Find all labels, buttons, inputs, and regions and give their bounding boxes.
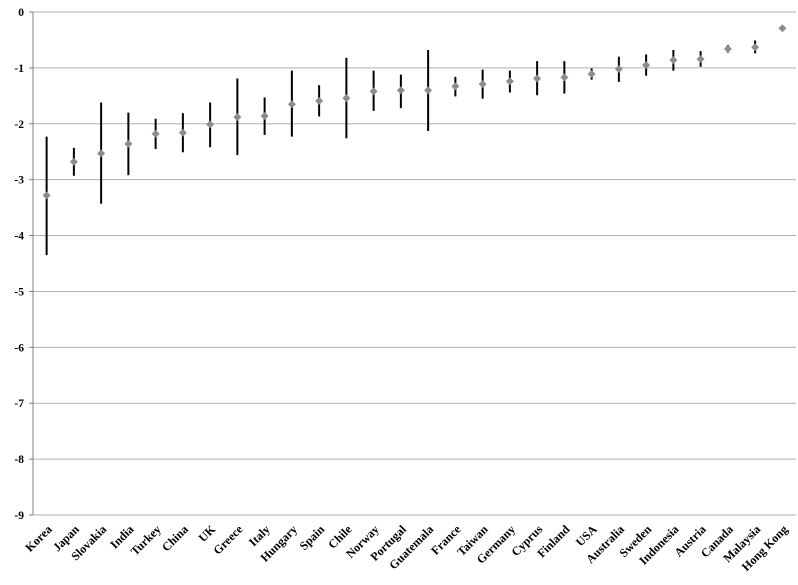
y-tick-labels: 0 -1 -2 -3 -4 -5 -6 -7 -8 -9	[14, 7, 24, 522]
data-point	[69, 157, 78, 166]
category-label: Korea	[22, 522, 54, 554]
data-point	[533, 74, 542, 83]
data-point	[369, 87, 378, 96]
y-tick-label: -3	[14, 175, 24, 187]
data-point	[151, 129, 160, 138]
data-point	[478, 80, 487, 89]
data-point	[778, 24, 787, 33]
data-point	[315, 96, 324, 105]
y-tick-label: -4	[14, 231, 24, 243]
data-point	[751, 43, 760, 52]
data-point	[260, 111, 269, 120]
data-point	[206, 120, 215, 129]
data-point	[614, 65, 623, 74]
data-point	[696, 54, 705, 63]
category-label: Greece	[210, 522, 246, 558]
data-point	[97, 149, 106, 158]
data-point	[723, 44, 732, 53]
y-tick-label: -5	[14, 286, 24, 298]
category-label: Spain	[297, 522, 328, 553]
category-label: China	[159, 522, 191, 554]
y-tick-label: -9	[14, 510, 24, 522]
data-point	[42, 191, 51, 200]
data-points	[42, 24, 787, 200]
error-bars	[45, 40, 757, 256]
data-point	[587, 70, 596, 79]
y-tick-label: -7	[14, 398, 24, 410]
data-point	[233, 113, 242, 122]
data-point	[178, 128, 187, 137]
data-point	[642, 61, 651, 70]
y-axis	[29, 11, 34, 516]
data-point	[342, 94, 351, 103]
data-point	[124, 139, 133, 148]
gridlines	[33, 11, 796, 516]
y-tick-label: -8	[14, 454, 24, 466]
data-point	[424, 86, 433, 95]
category-label: Turkey	[128, 522, 164, 558]
y-tick-label: -6	[14, 342, 24, 354]
data-point	[396, 86, 405, 95]
y-tick-label: -1	[14, 63, 24, 75]
y-tick-label: 0	[18, 7, 24, 19]
y-tick-label: -2	[14, 119, 24, 131]
data-point	[505, 77, 514, 86]
data-point	[287, 100, 296, 109]
data-point	[560, 73, 569, 82]
data-point	[451, 82, 460, 91]
data-point	[669, 56, 678, 65]
